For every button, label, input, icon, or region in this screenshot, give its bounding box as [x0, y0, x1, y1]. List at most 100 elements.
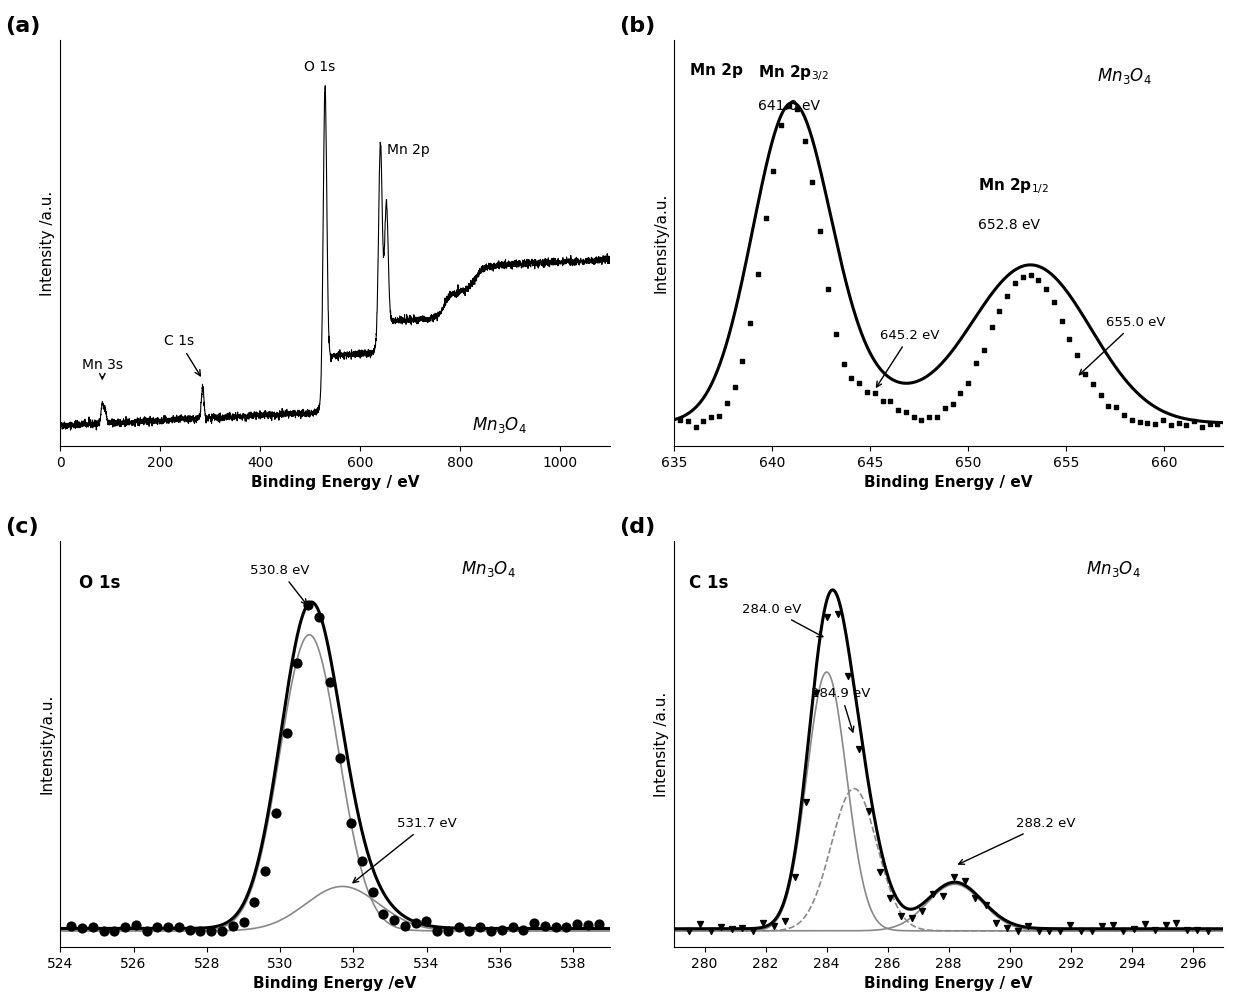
- Point: [754, 915, 774, 931]
- Point: [1018, 917, 1038, 933]
- Point: [1083, 376, 1102, 392]
- Text: Mn$_3$O$_4$: Mn$_3$O$_4$: [1097, 66, 1152, 86]
- Point: [880, 393, 900, 409]
- Text: (c): (c): [5, 517, 38, 537]
- Point: [1123, 920, 1143, 936]
- Point: [244, 894, 264, 910]
- Point: [330, 750, 350, 766]
- Point: [94, 922, 114, 938]
- Point: [897, 404, 916, 420]
- Point: [976, 897, 996, 913]
- Point: [255, 863, 275, 879]
- Point: [740, 316, 760, 332]
- Point: [148, 918, 167, 934]
- Point: [1188, 922, 1208, 938]
- Point: [557, 919, 577, 935]
- Point: [849, 375, 869, 391]
- Point: [764, 163, 784, 179]
- Point: [810, 224, 830, 240]
- Point: [1122, 412, 1142, 428]
- Point: [717, 395, 737, 411]
- Point: [973, 342, 993, 358]
- Point: [481, 922, 501, 938]
- Point: [1137, 415, 1157, 431]
- Text: (a): (a): [5, 16, 41, 36]
- Point: [1092, 918, 1112, 934]
- Point: [955, 873, 975, 889]
- Point: [1050, 922, 1070, 938]
- Point: [1192, 419, 1211, 435]
- Point: [428, 922, 448, 938]
- Point: [1008, 922, 1028, 938]
- Text: 284.9 eV: 284.9 eV: [811, 687, 870, 732]
- Point: [743, 922, 763, 938]
- Text: (d): (d): [619, 517, 656, 537]
- Point: [1153, 412, 1173, 428]
- Point: [686, 418, 706, 434]
- Y-axis label: Intensity /a.u.: Intensity /a.u.: [40, 191, 55, 295]
- Point: [680, 922, 699, 938]
- Point: [126, 917, 146, 933]
- Point: [1114, 406, 1133, 422]
- Point: [513, 922, 533, 938]
- Point: [818, 281, 838, 297]
- Text: 641.0 eV: 641.0 eV: [759, 99, 821, 113]
- Point: [833, 357, 853, 373]
- Point: [438, 922, 458, 938]
- Point: [470, 919, 490, 935]
- Point: [1156, 917, 1176, 933]
- Point: [363, 884, 383, 900]
- Point: [880, 889, 900, 905]
- Point: [775, 913, 795, 929]
- Point: [1198, 922, 1218, 938]
- Point: [1146, 922, 1166, 938]
- Point: [935, 399, 955, 415]
- Point: [888, 402, 908, 418]
- Point: [870, 864, 890, 880]
- Point: [62, 917, 82, 933]
- Text: Mn$_3$O$_4$: Mn$_3$O$_4$: [472, 414, 527, 434]
- Point: [1060, 917, 1080, 933]
- Point: [913, 902, 932, 918]
- Point: [288, 654, 308, 670]
- Text: C 1s: C 1s: [164, 335, 201, 376]
- Point: [892, 908, 911, 924]
- Point: [1039, 922, 1059, 938]
- Text: (b): (b): [619, 16, 656, 36]
- Point: [849, 742, 869, 758]
- Point: [72, 919, 92, 935]
- Point: [534, 918, 554, 934]
- Y-axis label: Intensity/a.u.: Intensity/a.u.: [653, 193, 668, 293]
- Point: [1052, 313, 1071, 330]
- Point: [796, 793, 816, 809]
- Point: [201, 922, 221, 938]
- Point: [755, 210, 775, 226]
- Point: [341, 814, 361, 831]
- Point: [857, 383, 877, 399]
- Point: [212, 922, 232, 938]
- Point: [785, 869, 805, 885]
- Point: [997, 919, 1017, 935]
- Point: [1028, 272, 1048, 288]
- Point: [923, 886, 942, 902]
- X-axis label: Binding Energy / eV: Binding Energy / eV: [864, 977, 1033, 991]
- Point: [702, 409, 722, 425]
- Text: Mn 3s: Mn 3s: [82, 358, 123, 372]
- Point: [233, 914, 253, 930]
- Y-axis label: Intensity/a.u.: Intensity/a.u.: [40, 695, 55, 794]
- Point: [864, 385, 884, 401]
- Point: [826, 327, 846, 343]
- Point: [1208, 415, 1228, 431]
- Text: 288.2 eV: 288.2 eV: [959, 817, 1075, 864]
- Point: [701, 922, 720, 938]
- Point: [578, 916, 598, 932]
- Point: [1102, 917, 1122, 933]
- Text: 284.0 eV: 284.0 eV: [742, 603, 823, 637]
- Point: [859, 802, 879, 818]
- Point: [748, 266, 768, 282]
- Point: [417, 912, 436, 928]
- Point: [1029, 922, 1049, 938]
- Point: [722, 921, 742, 937]
- Point: [802, 174, 822, 191]
- Point: [764, 918, 784, 934]
